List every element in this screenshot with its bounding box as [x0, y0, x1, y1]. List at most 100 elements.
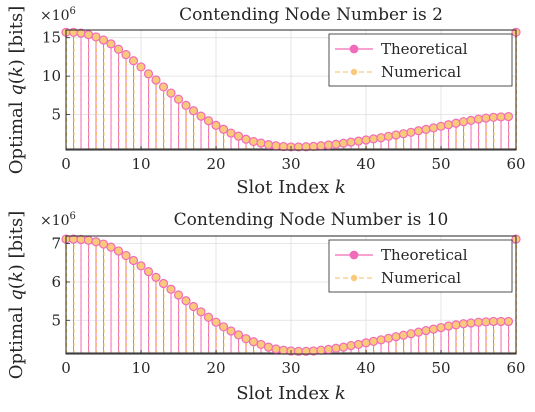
- marker-numerical: [452, 119, 460, 127]
- marker-numerical: [250, 138, 257, 145]
- marker-numerical: [265, 343, 272, 351]
- marker-numerical: [115, 45, 122, 53]
- x-tick-label: 0: [61, 155, 71, 173]
- marker-numerical: [310, 347, 317, 355]
- marker-numerical: [407, 128, 415, 136]
- marker-numerical: [400, 331, 407, 339]
- panel-node-2: 0 10 20 30 40 50 60 5 10 15 ×106 Contending Node Nu…: [6, 5, 526, 198]
- marker-numerical: [490, 318, 497, 325]
- marker-numerical: [145, 268, 152, 276]
- marker-numerical: [400, 130, 407, 138]
- chart-title: Contending Node Number is 10: [174, 210, 449, 230]
- x-tick-label: 10: [131, 359, 150, 377]
- x-tick-label: 60: [506, 155, 525, 173]
- x-tick-label: 20: [206, 155, 225, 173]
- marker-numerical: [370, 337, 377, 345]
- marker-numerical: [167, 285, 175, 293]
- marker-numerical: [280, 346, 287, 354]
- marker-numerical: [445, 121, 452, 129]
- marker-numerical: [272, 345, 280, 353]
- marker-numerical: [167, 89, 175, 97]
- x-tick-label: 50: [431, 359, 450, 377]
- marker-numerical: [467, 319, 475, 327]
- marker-numerical: [332, 140, 340, 148]
- marker-numerical: [437, 122, 445, 130]
- marker-numerical: [92, 238, 100, 246]
- marker-numerical: [85, 31, 92, 39]
- marker-numerical: [362, 136, 370, 144]
- marker-numerical: [497, 113, 505, 121]
- legend-label-theoretical: Theoretical: [381, 246, 468, 264]
- legend-marker-numerical: [350, 68, 358, 76]
- legend: Theoretical Numerical: [328, 239, 513, 293]
- marker-numerical: [347, 138, 355, 146]
- x-axis-label: Slot Index k: [236, 383, 346, 404]
- y-tick-label: 10: [42, 67, 61, 85]
- marker-numerical: [212, 121, 220, 129]
- y-tick-label: 6: [51, 273, 61, 291]
- marker-numerical: [122, 252, 130, 259]
- x-tick-label: 60: [506, 359, 525, 377]
- marker-numerical: [160, 83, 167, 91]
- marker-numerical: [392, 131, 400, 139]
- marker-numerical: [407, 330, 415, 338]
- marker-numerical: [370, 135, 377, 143]
- marker-numerical: [355, 341, 362, 348]
- marker-numerical: [122, 51, 130, 59]
- x-tick-label: 50: [431, 155, 450, 173]
- marker-numerical: [415, 127, 422, 135]
- marker-numerical: [467, 116, 475, 124]
- marker-numerical: [347, 342, 355, 349]
- marker-numerical: [130, 257, 137, 264]
- marker-numerical: [227, 129, 235, 137]
- marker-numerical: [175, 291, 182, 299]
- y-tick-label: 5: [51, 106, 61, 124]
- marker-numerical: [295, 143, 302, 151]
- marker-numerical: [197, 308, 205, 316]
- marker-numerical: [377, 134, 385, 142]
- marker-numerical: [242, 335, 250, 343]
- marker-numerical: [190, 303, 197, 310]
- y-axis-label: Optimal q(k) [bits]: [6, 6, 27, 175]
- marker-numerical: [220, 323, 227, 331]
- legend-label-theoretical: Theoretical: [381, 40, 468, 58]
- marker-numerical: [137, 262, 145, 270]
- marker-numerical: [242, 135, 250, 143]
- marker-numerical: [250, 338, 257, 346]
- marker-numerical: [182, 297, 190, 305]
- y-axis-label: Optimal q(k) [bits]: [6, 211, 27, 380]
- marker-numerical: [302, 347, 310, 355]
- marker-numerical: [415, 328, 422, 336]
- marker-numerical: [475, 318, 482, 326]
- marker-numerical: [385, 334, 392, 342]
- marker-numerical: [190, 107, 197, 115]
- marker-numerical: [182, 101, 190, 109]
- x-tick-label: 40: [356, 359, 375, 377]
- x-tick-label: 30: [281, 155, 300, 173]
- marker-numerical: [437, 324, 445, 331]
- marker-numerical: [325, 346, 332, 353]
- marker-numerical: [505, 113, 512, 120]
- marker-numerical: [325, 141, 332, 149]
- marker-numerical: [490, 113, 497, 121]
- panel-node-10: 0 10 20 30 40 50 60 5 6 7 ×106 Contending Node Numb…: [6, 210, 526, 404]
- marker-numerical: [107, 40, 115, 48]
- marker-numerical: [175, 95, 182, 103]
- x-tick-label: 0: [61, 359, 71, 377]
- marker-numerical: [160, 280, 167, 287]
- marker-numerical: [92, 33, 100, 41]
- marker-numerical: [482, 318, 490, 326]
- marker-numerical: [205, 313, 212, 321]
- marker-numerical: [452, 321, 460, 329]
- marker-numerical: [302, 143, 310, 151]
- marker-numerical: [130, 57, 137, 65]
- marker-numerical: [385, 132, 392, 140]
- marker-numerical: [107, 243, 115, 251]
- y-multiplier: ×106: [40, 211, 76, 229]
- marker-numerical: [475, 115, 482, 123]
- marker-numerical: [280, 143, 287, 150]
- marker-numerical: [265, 141, 272, 149]
- marker-numerical: [460, 320, 467, 328]
- marker-numerical: [100, 36, 107, 44]
